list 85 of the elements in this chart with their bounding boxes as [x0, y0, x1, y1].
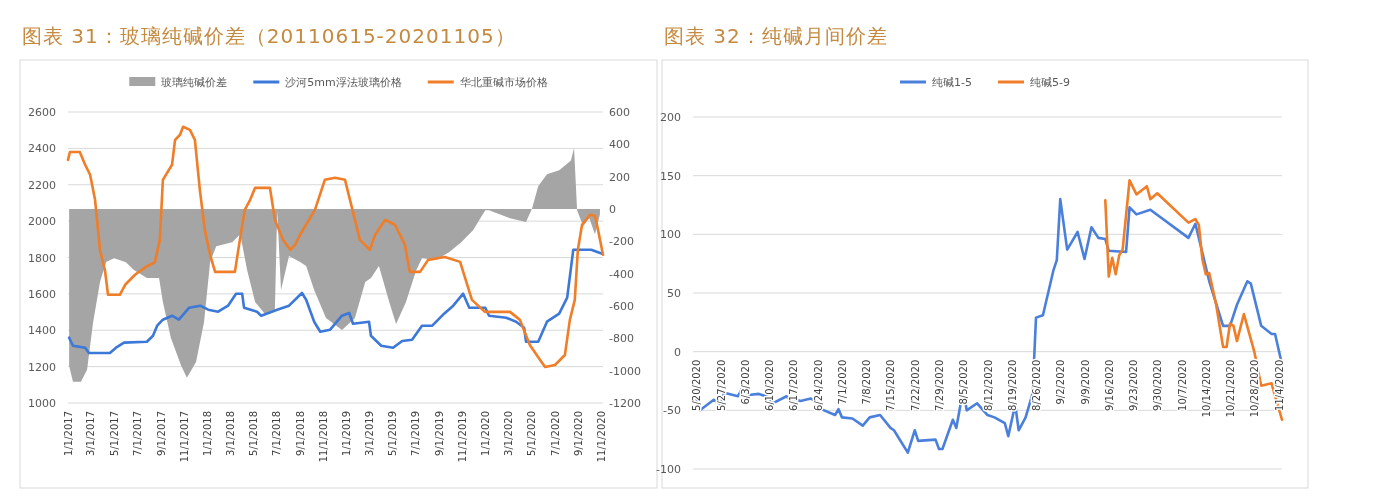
x-tick-label: 6/24/2020 [812, 359, 824, 411]
line-series [1104, 179, 1284, 422]
x-tick-label: 7/1/2020 [549, 411, 561, 456]
y2-tick-label: -600 [609, 300, 634, 313]
line-series [67, 248, 604, 355]
x-tick-label: 8/26/2020 [1031, 359, 1043, 411]
x-tick-label: 9/1/2020 [573, 411, 585, 456]
legend-label: 玻璃纯碱价差 [161, 76, 228, 89]
x-tick-label: 5/20/2020 [691, 359, 703, 411]
x-tick-label: 9/2/2020 [1055, 359, 1067, 405]
x-tick-label: 5/1/2020 [526, 411, 538, 456]
x-tick-label: 1/1/2018 [202, 411, 214, 456]
x-tick-label: 5/1/2018 [247, 411, 259, 456]
y-tick-label: -50 [663, 404, 681, 418]
y-tick-label: 0 [674, 345, 681, 359]
x-tick-label: 6/10/2020 [764, 359, 776, 411]
legend-label: 沙河5mm浮法玻璃价格 [285, 76, 402, 89]
chart-title: 图表 31：玻璃纯碱价差（20110615-20201105） [22, 24, 516, 48]
y2-tick-label: -800 [609, 332, 634, 346]
x-tick-label: 5/1/2017 [108, 411, 120, 456]
x-tick-label: 8/5/2020 [958, 359, 970, 405]
legend-label: 纯碱1-5 [932, 76, 972, 89]
y-tick-label: 50 [667, 287, 681, 300]
y-tick-label: 1800 [28, 251, 56, 265]
x-tick-label: 7/29/2020 [933, 359, 945, 411]
y-tick-label: 2400 [28, 142, 56, 156]
x-tick-label: 7/1/2017 [131, 411, 143, 456]
x-tick-label: 6/17/2020 [788, 359, 800, 411]
x-tick-label: 5/27/2020 [715, 359, 727, 411]
y-tick-label: 1400 [28, 324, 56, 338]
x-tick-label: 3/1/2020 [503, 411, 515, 456]
x-tick-label: 9/23/2020 [1128, 359, 1140, 411]
x-tick-label: 9/1/2017 [155, 411, 167, 456]
y2-tick-label: -200 [609, 235, 634, 249]
legend-label: 华北重碱市场价格 [459, 76, 548, 89]
x-tick-label: 7/22/2020 [909, 359, 921, 411]
y-tick-label: 1600 [28, 287, 56, 301]
y2-tick-label: 200 [609, 170, 630, 184]
y2-tick-label: -1200 [609, 397, 641, 410]
x-tick-label: 9/1/2018 [294, 411, 306, 456]
line-series [66, 125, 605, 369]
y2-tick-label: -1000 [609, 364, 641, 378]
legend-label: 纯碱5-9 [1030, 76, 1070, 89]
y-tick-label: 2200 [28, 178, 56, 192]
x-tick-label: 1/1/2019 [341, 411, 353, 456]
y-tick-label: 2600 [28, 106, 56, 119]
y-tick-label: 150 [660, 169, 681, 183]
x-tick-label: 9/16/2020 [1103, 359, 1115, 411]
x-tick-label: 7/1/2020 [836, 359, 848, 405]
x-tick-label: 7/1/2019 [410, 411, 422, 456]
x-tick-label: 5/1/2019 [386, 411, 398, 456]
x-tick-label: 7/15/2020 [885, 359, 897, 411]
x-tick-label: 7/1/2018 [271, 411, 283, 456]
x-tick-label: 11/1/2017 [178, 411, 190, 463]
x-tick-label: 9/9/2020 [1079, 359, 1091, 405]
y2-tick-label: 0 [609, 203, 616, 216]
y2-tick-label: 400 [609, 138, 630, 152]
x-tick-label: 3/1/2019 [363, 411, 375, 456]
x-tick-label: 8/19/2020 [1006, 359, 1018, 411]
x-tick-label: 11/1/2020 [596, 411, 608, 463]
x-tick-label: 8/12/2020 [982, 359, 994, 411]
x-tick-label: 1/1/2017 [63, 411, 74, 456]
x-tick-label: 9/30/2020 [1152, 359, 1164, 411]
x-tick-label: 7/8/2020 [861, 359, 873, 405]
y-tick-label: 2000 [28, 215, 56, 229]
x-tick-label: 10/28/2020 [1249, 359, 1261, 418]
x-tick-label: 1/1/2020 [480, 411, 492, 456]
x-tick-label: 6/3/2020 [739, 359, 751, 405]
x-tick-label: 11/1/2018 [317, 411, 329, 463]
x-tick-label: 9/1/2019 [433, 411, 445, 456]
x-tick-label: 10/21/2020 [1225, 359, 1237, 418]
x-tick-label: 10/14/2020 [1200, 359, 1212, 418]
y-tick-label: -100 [656, 463, 681, 476]
y2-tick-label: 600 [609, 106, 630, 119]
x-tick-label: 11/1/2019 [457, 411, 469, 463]
y-tick-label: 1000 [28, 397, 56, 410]
x-tick-label: 3/1/2017 [85, 411, 97, 456]
x-tick-label: 11/4/2020 [1273, 359, 1285, 411]
y-tick-label: 100 [660, 228, 681, 242]
y2-tick-label: -400 [609, 267, 634, 281]
y-tick-label: 1200 [28, 360, 56, 374]
y-tick-label: 200 [660, 111, 681, 124]
x-tick-label: 10/7/2020 [1176, 359, 1188, 411]
chart-title: 图表 32：纯碱月间价差 [664, 24, 888, 48]
x-tick-label: 3/1/2018 [224, 411, 236, 456]
